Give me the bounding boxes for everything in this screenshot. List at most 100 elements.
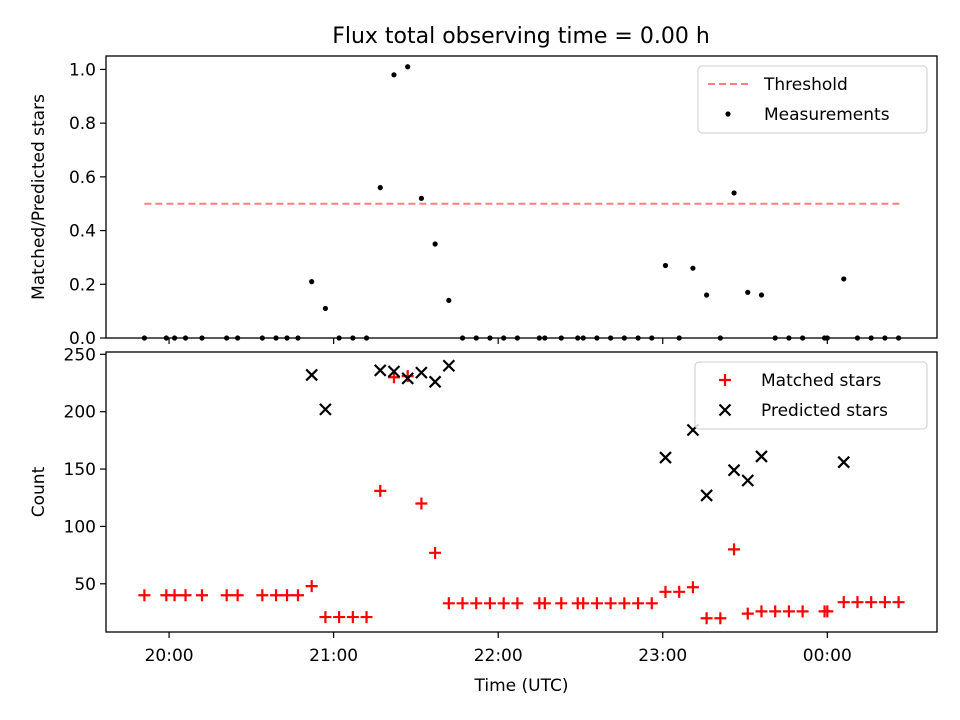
measurement-point	[758, 292, 765, 298]
y-tick-label-top: 0.0	[69, 329, 96, 349]
predicted-star-marker	[415, 366, 428, 379]
matched-star-marker	[555, 597, 568, 610]
y-tick-label-bottom: 50	[74, 575, 96, 595]
matched-star-marker	[645, 597, 658, 610]
matched-star-marker	[195, 589, 208, 602]
matched-star-marker	[456, 597, 469, 610]
matched-star-marker	[878, 596, 891, 609]
y-tick-label-top: 0.6	[69, 168, 96, 188]
x-tick-label: 00:00	[803, 646, 852, 666]
matched-star-marker	[604, 597, 617, 610]
y-tick-label-top: 0.4	[69, 222, 96, 242]
matched-star-marker	[700, 612, 713, 625]
predicted-star-marker	[373, 364, 387, 377]
predicted-star-marker	[428, 375, 442, 389]
legend-top: Threshold Measurements	[697, 65, 928, 134]
predicted-star-marker	[727, 463, 741, 477]
matched-star-marker	[256, 589, 269, 602]
predicted-star-marker	[755, 450, 768, 463]
matched-star-marker	[837, 596, 850, 609]
matched-star-marker	[821, 605, 834, 618]
matched-star-marker	[401, 370, 414, 383]
matched-star-marker	[577, 597, 590, 610]
measurement-point	[391, 72, 397, 78]
y-axis-label-top: Matched/Predicted stars	[29, 94, 49, 300]
matched-star-marker	[865, 596, 878, 609]
matched-star-marker	[387, 371, 400, 384]
matched-star-marker	[281, 589, 294, 602]
matched-star-marker	[769, 605, 782, 618]
matched-star-marker	[429, 546, 442, 559]
predicted-star-marker	[401, 372, 414, 385]
predicted-star-marker	[659, 451, 672, 464]
measurement-point	[418, 195, 424, 201]
y-tick-label-bottom: 250	[64, 345, 96, 365]
measurement-point	[322, 305, 329, 312]
measurement-point	[377, 185, 383, 191]
matched-star-marker	[618, 597, 631, 610]
y-tick-label-bottom: 200	[64, 403, 96, 423]
matched-star-marker	[231, 589, 244, 602]
measurement-point	[745, 289, 751, 295]
matched-star-marker	[892, 596, 905, 609]
series-bottom-1	[305, 359, 851, 502]
legend-label: Predicted stars	[761, 401, 888, 421]
measurement-point	[432, 241, 438, 247]
figure-title: Flux total observing time = 0.00 h	[332, 24, 710, 49]
measurement-point	[405, 64, 411, 70]
matched-star-marker	[782, 605, 795, 618]
matched-star-marker	[686, 581, 699, 594]
x-tick-label: 23:00	[638, 646, 687, 666]
measurement-point	[731, 190, 737, 196]
matched-star-marker	[319, 611, 332, 624]
matched-star-marker	[714, 612, 727, 625]
x-tick-label: 22:00	[474, 646, 523, 666]
matched-star-marker	[728, 543, 741, 556]
matched-star-marker	[374, 484, 387, 497]
predicted-star-marker	[837, 455, 851, 469]
matched-star-marker	[333, 611, 346, 624]
matched-star-marker	[755, 605, 768, 618]
legend-box-bottom	[694, 361, 928, 430]
matched-star-marker	[415, 497, 428, 510]
predicted-star-marker	[319, 403, 332, 416]
y-tick-label-bottom: 100	[64, 517, 96, 537]
measurement-point	[662, 262, 669, 269]
legend-matched-swatch	[719, 374, 731, 386]
matched-star-marker	[220, 589, 233, 602]
matched-star-marker	[483, 597, 496, 610]
matched-star-marker	[673, 585, 686, 598]
measurement-point	[690, 265, 696, 271]
matched-star-marker	[497, 597, 510, 610]
measurement-point	[309, 279, 315, 285]
axes-frame-top	[105, 55, 938, 339]
predicted-star-marker	[305, 368, 318, 382]
measurement-point	[446, 297, 452, 303]
matched-star-marker	[291, 589, 304, 602]
measurement-point	[841, 276, 847, 282]
legend-bottom: Matched stars Predicted stars	[694, 361, 928, 430]
matched-star-marker	[360, 611, 373, 624]
legend-label: Measurements	[764, 105, 890, 125]
predicted-star-marker	[700, 489, 713, 502]
legend-measurement-swatch	[725, 111, 731, 117]
x-tick-label: 20:00	[145, 646, 194, 666]
matched-star-marker	[470, 597, 483, 610]
matched-star-marker	[538, 597, 551, 610]
measurement-point	[704, 292, 710, 298]
matched-star-marker	[138, 589, 151, 602]
legend-label: Threshold	[763, 75, 848, 95]
matched-star-marker	[442, 597, 455, 610]
y-tick-label-top: 0.2	[69, 275, 96, 295]
matched-star-marker	[851, 596, 864, 609]
x-axis-label: Time (UTC)	[474, 676, 569, 696]
matched-star-marker	[168, 589, 181, 602]
y-tick-label-top: 0.8	[69, 114, 96, 134]
matched-star-marker	[590, 597, 603, 610]
legend-label: Matched stars	[761, 371, 881, 391]
matched-star-marker	[796, 605, 809, 618]
matched-star-marker	[632, 597, 645, 610]
matched-star-marker	[511, 597, 524, 610]
matched-star-marker	[346, 611, 359, 624]
